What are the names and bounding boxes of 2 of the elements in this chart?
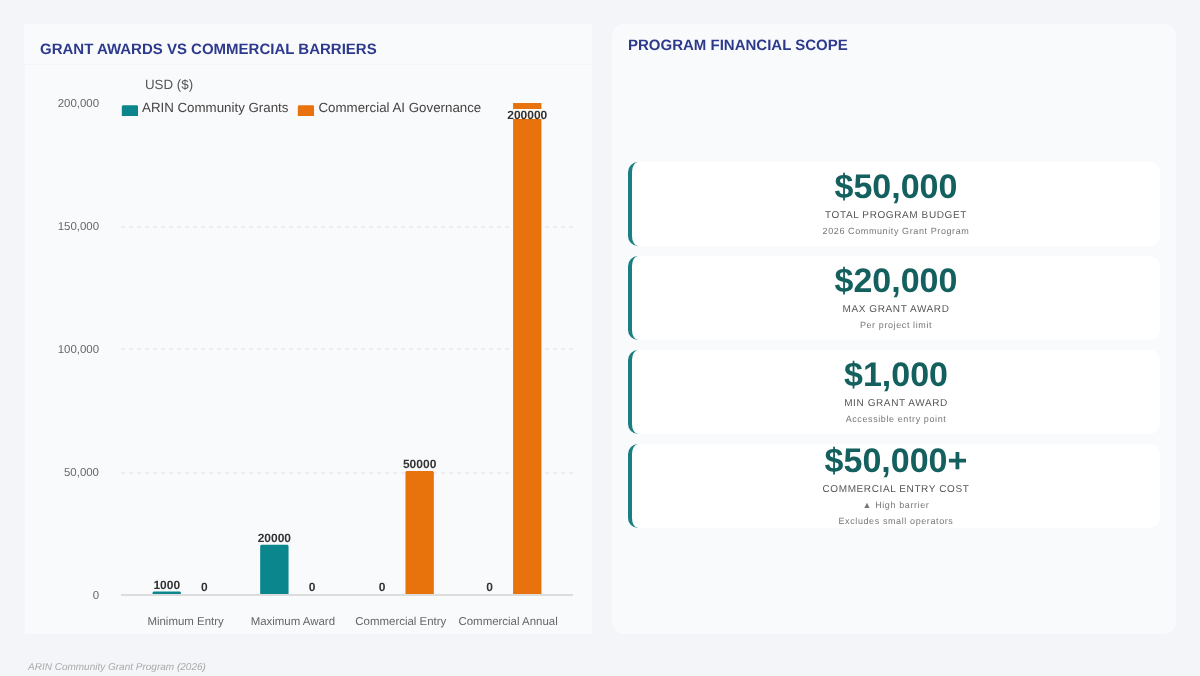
bar bbox=[260, 544, 289, 595]
bar bbox=[405, 471, 434, 595]
